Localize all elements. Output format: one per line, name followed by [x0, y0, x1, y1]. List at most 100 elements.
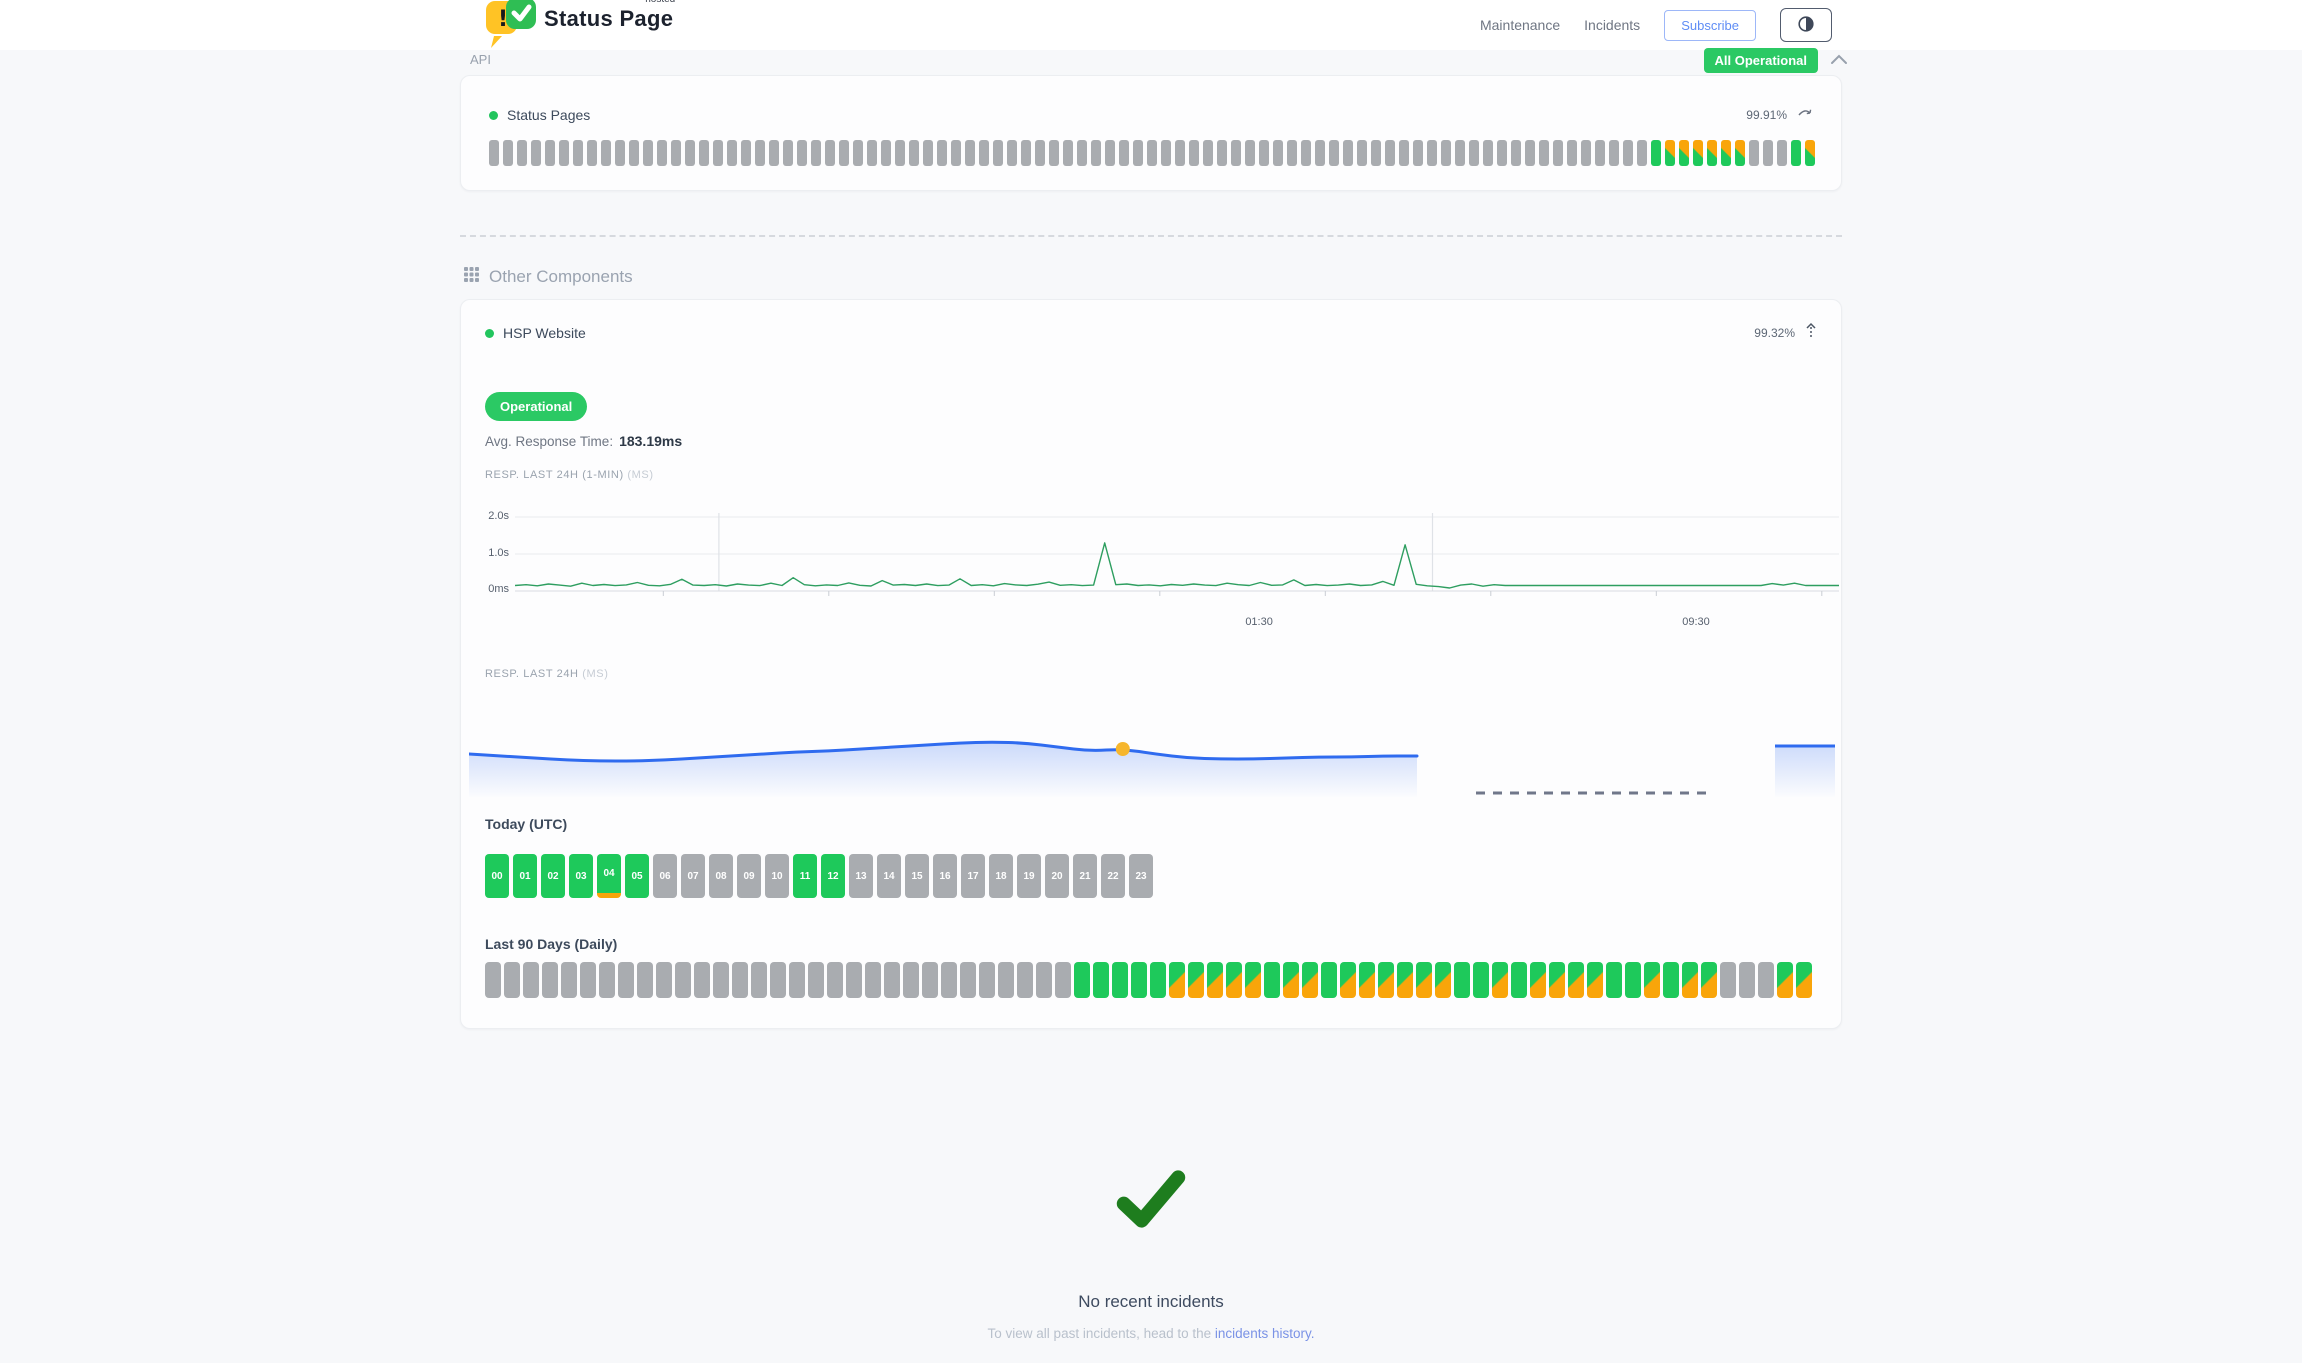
uptime-bar[interactable]	[713, 140, 723, 166]
day-block[interactable]	[770, 962, 786, 998]
uptime-bar[interactable]	[671, 140, 681, 166]
day-block[interactable]	[1530, 962, 1546, 998]
uptime-bar[interactable]	[1021, 140, 1031, 166]
hour-block[interactable]: 10	[765, 854, 789, 898]
uptime-bar[interactable]	[923, 140, 933, 166]
uptime-bar[interactable]	[1497, 140, 1507, 166]
day-block[interactable]	[542, 962, 558, 998]
uptime-bar[interactable]	[783, 140, 793, 166]
day-block[interactable]	[884, 962, 900, 998]
theme-toggle-button[interactable]	[1780, 8, 1832, 42]
day-block[interactable]	[1682, 962, 1698, 998]
uptime-bar[interactable]	[545, 140, 555, 166]
hour-block[interactable]: 08	[709, 854, 733, 898]
hour-block[interactable]: 09	[737, 854, 761, 898]
uptime-bar[interactable]	[1217, 140, 1227, 166]
hour-block[interactable]: 14	[877, 854, 901, 898]
day-block[interactable]	[561, 962, 577, 998]
uptime-bar[interactable]	[1245, 140, 1255, 166]
uptime-bar[interactable]	[881, 140, 891, 166]
day-block[interactable]	[1435, 962, 1451, 998]
uptime-bar[interactable]	[1371, 140, 1381, 166]
uptime-bar[interactable]	[1329, 140, 1339, 166]
hour-block[interactable]: 04	[597, 854, 621, 898]
day-block[interactable]	[1416, 962, 1432, 998]
day-block[interactable]	[751, 962, 767, 998]
day-block[interactable]	[713, 962, 729, 998]
day-block[interactable]	[637, 962, 653, 998]
uptime-bar[interactable]	[1623, 140, 1633, 166]
uptime-bar[interactable]	[1483, 140, 1493, 166]
day-block[interactable]	[1606, 962, 1622, 998]
uptime-bar[interactable]	[1427, 140, 1437, 166]
uptime-bar[interactable]	[685, 140, 695, 166]
uptime-bar[interactable]	[1105, 140, 1115, 166]
hour-block[interactable]: 23	[1129, 854, 1153, 898]
uptime-bar[interactable]	[825, 140, 835, 166]
collapse-button[interactable]	[1828, 51, 1850, 70]
hour-block[interactable]: 16	[933, 854, 957, 898]
hour-block[interactable]: 06	[653, 854, 677, 898]
day-block[interactable]	[1112, 962, 1128, 998]
hour-block[interactable]: 22	[1101, 854, 1125, 898]
uptime-bar[interactable]	[909, 140, 919, 166]
uptime-bar[interactable]	[951, 140, 961, 166]
day-block[interactable]	[998, 962, 1014, 998]
day-block[interactable]	[1758, 962, 1774, 998]
hour-block[interactable]: 02	[541, 854, 565, 898]
day-block[interactable]	[1093, 962, 1109, 998]
day-block[interactable]	[1796, 962, 1812, 998]
hour-block[interactable]: 13	[849, 854, 873, 898]
uptime-bar[interactable]	[1441, 140, 1451, 166]
uptime-bar[interactable]	[1707, 140, 1717, 166]
day-block[interactable]	[1359, 962, 1375, 998]
uptime-bar[interactable]	[1007, 140, 1017, 166]
response-chart-24h[interactable]	[467, 704, 1835, 804]
uptime-bar[interactable]	[1721, 140, 1731, 166]
day-block[interactable]	[1720, 962, 1736, 998]
day-block[interactable]	[1340, 962, 1356, 998]
day-block[interactable]	[504, 962, 520, 998]
day-block[interactable]	[1264, 962, 1280, 998]
day-block[interactable]	[1454, 962, 1470, 998]
uptime-bar[interactable]	[769, 140, 779, 166]
uptime-bar[interactable]	[1273, 140, 1283, 166]
uptime-bar[interactable]	[741, 140, 751, 166]
uptime-bar[interactable]	[1511, 140, 1521, 166]
uptime-bar[interactable]	[489, 140, 499, 166]
uptime-bar[interactable]	[1231, 140, 1241, 166]
uptime-bar[interactable]	[559, 140, 569, 166]
uptime-bar[interactable]	[1175, 140, 1185, 166]
uptime-bar[interactable]	[1469, 140, 1479, 166]
uptime-bar[interactable]	[1567, 140, 1577, 166]
day-block[interactable]	[1625, 962, 1641, 998]
nav-incidents[interactable]: Incidents	[1584, 17, 1641, 33]
day-block[interactable]	[1188, 962, 1204, 998]
uptime-bar[interactable]	[1301, 140, 1311, 166]
day-block[interactable]	[1074, 962, 1090, 998]
day-block[interactable]	[960, 962, 976, 998]
day-block[interactable]	[1321, 962, 1337, 998]
uptime-bar[interactable]	[615, 140, 625, 166]
uptime-bar[interactable]	[1749, 140, 1759, 166]
day-block[interactable]	[865, 962, 881, 998]
day-block[interactable]	[675, 962, 691, 998]
day-block[interactable]	[1283, 962, 1299, 998]
day-block[interactable]	[1701, 962, 1717, 998]
uptime-bar[interactable]	[1077, 140, 1087, 166]
day-block[interactable]	[979, 962, 995, 998]
day-block[interactable]	[1245, 962, 1261, 998]
uptime-bar[interactable]	[1455, 140, 1465, 166]
hour-block[interactable]: 00	[485, 854, 509, 898]
day-block[interactable]	[903, 962, 919, 998]
uptime-bar[interactable]	[1119, 140, 1129, 166]
day-block[interactable]	[1644, 962, 1660, 998]
day-block[interactable]	[1378, 962, 1394, 998]
day-block[interactable]	[1036, 962, 1052, 998]
uptime-bar[interactable]	[1595, 140, 1605, 166]
day-block[interactable]	[523, 962, 539, 998]
component-header[interactable]: HSP Website	[485, 325, 586, 341]
uptime-bar[interactable]	[1413, 140, 1423, 166]
day-block[interactable]	[1492, 962, 1508, 998]
uptime-bar[interactable]	[1735, 140, 1745, 166]
